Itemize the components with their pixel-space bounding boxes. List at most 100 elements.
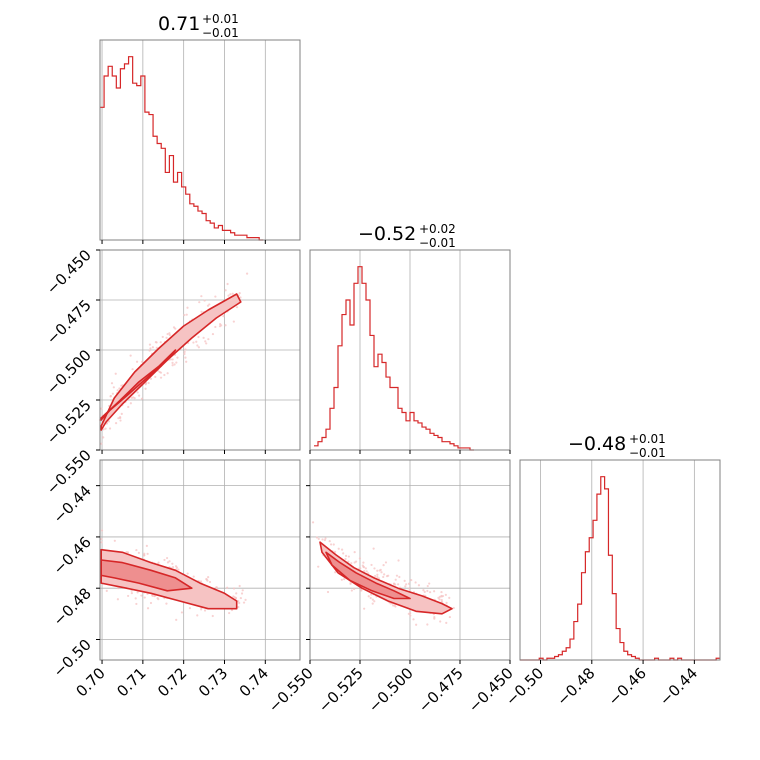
scatter-point <box>334 571 337 574</box>
panel-frame <box>99 459 301 661</box>
scatter-point <box>147 381 150 385</box>
scatter-point <box>171 364 174 367</box>
scatter-point <box>184 356 187 359</box>
scatter-point <box>426 584 429 588</box>
scatter-point <box>394 578 397 581</box>
scatter-point <box>175 618 178 621</box>
scatter-point <box>145 544 148 548</box>
scatter-point <box>409 614 412 617</box>
scatter-point <box>448 615 451 619</box>
scatter-point <box>397 559 400 562</box>
scatter-point <box>374 574 377 578</box>
scatter-point <box>114 372 117 375</box>
scatter-point <box>422 589 425 592</box>
scatter-point <box>100 407 103 410</box>
x-tick-label: −0.48 <box>553 664 598 709</box>
scatter-point <box>117 417 120 420</box>
scatter-point <box>440 590 443 594</box>
scatter-point <box>102 436 105 439</box>
contour-inner <box>325 551 411 600</box>
scatter-point <box>166 332 169 336</box>
scatter-point <box>395 574 399 577</box>
scatter-point <box>149 347 152 350</box>
scatter-point <box>235 306 239 309</box>
scatter-point <box>205 342 208 345</box>
scatter-point <box>132 396 135 399</box>
scatter-point <box>168 333 171 337</box>
scatter-point <box>148 343 152 346</box>
scatter-point <box>165 336 168 339</box>
scatter-point <box>370 563 373 567</box>
histogram-step <box>100 56 264 241</box>
scatter-point <box>196 614 199 617</box>
scatter-point <box>426 623 429 626</box>
scatter-point <box>200 295 203 298</box>
scatter-point <box>415 623 418 626</box>
scatter-point <box>311 521 315 524</box>
scatter-point <box>116 598 119 601</box>
scatter-point <box>129 354 132 357</box>
title-p0-plus: +0.01 <box>202 12 239 26</box>
scatter-point <box>364 567 367 570</box>
scatter-point <box>113 539 116 542</box>
scatter-point <box>200 310 203 313</box>
scatter-point <box>198 301 201 304</box>
scatter-point <box>183 352 186 356</box>
scatter-point <box>107 420 111 423</box>
panel-p1-vs-p0 <box>96 249 301 454</box>
y-tick-label: −0.525 <box>43 396 95 448</box>
scatter-point <box>354 560 358 563</box>
scatter-point <box>186 306 189 309</box>
scatter-point <box>371 602 374 605</box>
scatter-point <box>185 360 188 363</box>
scatter-point <box>153 594 156 598</box>
scatter-point <box>245 272 249 275</box>
scatter-point <box>211 614 214 618</box>
scatter-point <box>315 536 319 539</box>
title-p2-minus: −0.01 <box>629 446 666 460</box>
scatter-point <box>342 552 345 555</box>
y-tick-label: −0.500 <box>43 346 95 398</box>
scatter-point <box>332 543 335 546</box>
histogram-step <box>520 476 720 661</box>
x-tick-label: −0.500 <box>365 664 417 716</box>
scatter-point <box>362 561 365 564</box>
x-tick-label: 0.74 <box>236 664 272 700</box>
scatter-point <box>452 606 455 610</box>
scatter-point <box>382 575 385 579</box>
y-tick-label: −0.46 <box>50 533 95 578</box>
scatter-point <box>232 320 235 323</box>
scatter-point <box>206 579 209 582</box>
scatter-point <box>174 565 178 568</box>
scatter-point <box>143 552 146 555</box>
scatter-point <box>111 392 114 395</box>
scatter-point <box>205 577 208 581</box>
scatter-point <box>199 580 203 583</box>
title-p0-median: 0.71 <box>158 13 200 35</box>
scatter-point <box>154 341 157 344</box>
scatter-point <box>161 335 164 339</box>
scatter-point <box>127 594 130 598</box>
scatter-point <box>117 586 120 590</box>
scatter-point <box>340 578 343 581</box>
scatter-point <box>376 575 379 579</box>
hist-panel-p2 <box>519 459 721 664</box>
scatter-point <box>358 567 361 570</box>
title-p2-median: −0.48 <box>568 433 626 455</box>
title-p1-median: −0.52 <box>358 223 416 245</box>
scatter-point <box>146 552 149 555</box>
scatter-point <box>100 541 103 544</box>
scatter-point <box>379 568 382 571</box>
scatter-point <box>192 341 195 344</box>
scatter-point <box>137 394 141 397</box>
scatter-point <box>333 550 337 553</box>
scatter-point <box>235 592 238 595</box>
scatter-point <box>439 620 442 623</box>
scatter-point <box>168 332 171 335</box>
scatter-point <box>185 313 188 316</box>
scatter-point <box>180 611 184 614</box>
scatter-point <box>105 589 108 592</box>
scatter-point <box>448 596 451 599</box>
scatter-point <box>238 584 241 588</box>
